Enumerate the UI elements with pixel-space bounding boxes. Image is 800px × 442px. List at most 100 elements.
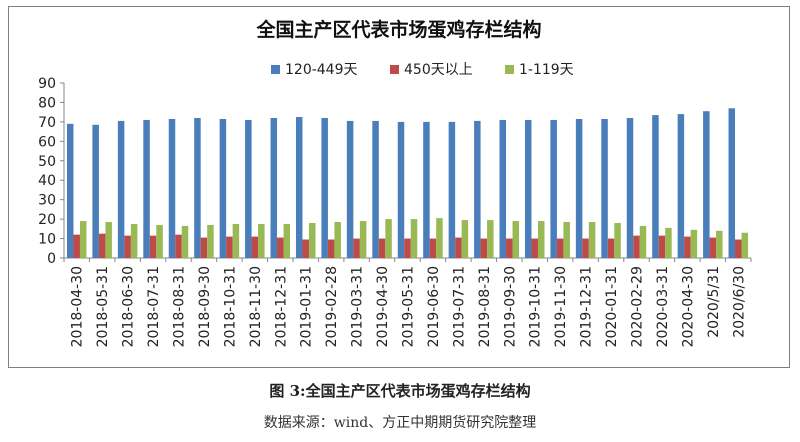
- bar-series-1: [429, 238, 437, 258]
- y-tick-label: 0: [47, 251, 56, 267]
- legend-swatch-0: [271, 65, 280, 74]
- bar-series-0: [703, 111, 710, 258]
- bar-series-2: [156, 224, 163, 258]
- x-tick-label: 2018-11-30: [248, 266, 264, 347]
- bar-series-2: [487, 220, 494, 258]
- bar-series-2: [130, 223, 138, 258]
- bar-series-0: [474, 120, 481, 258]
- x-tick-label: 2019-05-31: [401, 266, 417, 347]
- bar-series-1: [251, 236, 259, 258]
- bar-series-2: [563, 222, 570, 258]
- bar-series-2: [741, 232, 749, 258]
- bar-series-1: [582, 238, 589, 258]
- bar-series-1: [735, 239, 742, 258]
- bar-series-0: [346, 120, 354, 258]
- bar-series-2: [690, 229, 698, 258]
- bar-series-0: [728, 108, 736, 258]
- bar-series-2: [334, 222, 341, 258]
- x-tick-label: 2019-08-31: [477, 266, 493, 347]
- bar-series-1: [455, 237, 462, 258]
- bar-series-0: [194, 118, 201, 258]
- y-tick-label: 10: [38, 232, 56, 248]
- y-tick-label: 40: [38, 173, 56, 189]
- legend-swatch-2: [505, 65, 514, 74]
- bar-series-0: [524, 119, 532, 258]
- bar-series-1: [556, 238, 564, 258]
- bar-series-2: [716, 230, 723, 258]
- bar-series-0: [143, 119, 150, 258]
- x-tick-label: 2019-10-31: [528, 266, 544, 347]
- bar-series-1: [506, 238, 513, 258]
- y-tick-label: 80: [38, 95, 56, 111]
- x-tick-label: 2020-02-29: [630, 266, 646, 347]
- x-tick-label: 2018-07-31: [146, 266, 162, 347]
- bar-series-0: [295, 117, 303, 258]
- bar-series-1: [378, 238, 386, 258]
- x-tick-label: 2018-04-30: [70, 266, 86, 347]
- bar-series-2: [537, 221, 545, 258]
- bar-series-0: [117, 120, 125, 258]
- chart-frame: 全国主产区代表市场蛋鸡存栏结构 120-449天 450天以上 1-119天 0 10 20…: [8, 6, 790, 368]
- bar-series-1: [302, 239, 309, 258]
- x-tick-label: 2019-11-30: [553, 266, 569, 347]
- bar-series-2: [385, 219, 392, 258]
- bar-series-2: [588, 222, 596, 258]
- bar-series-0: [652, 115, 659, 258]
- bar-series-1: [226, 236, 233, 258]
- bar-series-2: [258, 223, 265, 258]
- bar-series-2: [308, 223, 316, 258]
- bar-series-0: [575, 118, 583, 258]
- bar-series-2: [665, 227, 672, 258]
- x-tick-label: 2019-04-30: [375, 266, 391, 347]
- bar-series-0: [499, 119, 507, 258]
- x-tick-label: 2018-12-31: [273, 266, 289, 347]
- bar-series-2: [639, 225, 647, 258]
- y-tick-label: 70: [38, 115, 56, 131]
- bar-series-1: [607, 238, 615, 258]
- bar-series-0: [397, 121, 405, 258]
- bar-series-1: [531, 238, 538, 258]
- bar-series-2: [207, 224, 214, 258]
- bar-series-1: [658, 235, 666, 258]
- figure-caption: 图 3:全国主产区代表市场蛋鸡存栏结构: [269, 382, 531, 400]
- bar-series-2: [512, 221, 520, 258]
- bar-series-0: [423, 121, 430, 258]
- bar-series-0: [601, 118, 608, 258]
- bar-series-2: [410, 219, 418, 258]
- x-tick-label: 2018-10-31: [222, 266, 238, 347]
- x-tick-label: 2019-02-28: [324, 266, 340, 347]
- bar-series-1: [480, 238, 488, 258]
- bar-series-0: [270, 118, 278, 258]
- y-tick-label: 50: [38, 154, 56, 170]
- bar-series-1: [175, 234, 182, 258]
- chart-title: 全国主产区代表市场蛋鸡存栏结构: [255, 18, 541, 41]
- x-tick-label: 2020-03-31: [655, 266, 671, 347]
- bar-series-2: [283, 223, 291, 258]
- bar-series-0: [321, 118, 328, 258]
- x-tick-label: 2019-06-30: [426, 266, 442, 347]
- bar-series-1: [149, 235, 157, 258]
- y-tick-label: 20: [38, 212, 56, 228]
- bar-series-2: [232, 223, 240, 258]
- source-note: 数据来源：wind、方正中期期货研究院整理: [263, 415, 537, 431]
- bar-series-0: [677, 114, 685, 258]
- bar-series-2: [359, 221, 367, 258]
- y-tick-label: 90: [38, 76, 56, 92]
- x-tick-label: 2019-03-31: [350, 266, 366, 347]
- bar-series-0: [372, 120, 379, 258]
- bar-series-1: [73, 234, 80, 258]
- bar-series-2: [461, 220, 469, 258]
- x-tick-label: 2018-05-31: [95, 266, 111, 347]
- bar-series-1: [633, 235, 640, 258]
- legend-label-1: 450天以上: [404, 62, 473, 78]
- bar-series-0: [219, 118, 227, 258]
- bar-series-2: [181, 225, 189, 258]
- bar-chart: 全国主产区代表市场蛋鸡存栏结构 120-449天 450天以上 1-119天 0 10 20…: [38, 18, 752, 347]
- x-tick-label: 2018-06-30: [121, 266, 137, 347]
- bar-series-1: [327, 239, 335, 258]
- bar-series-0: [92, 124, 99, 258]
- bar-series-1: [200, 237, 208, 258]
- x-tick-label: 2019-01-31: [299, 266, 315, 347]
- x-tick-label: 2018-09-30: [197, 266, 213, 347]
- bar-series-0: [626, 118, 634, 258]
